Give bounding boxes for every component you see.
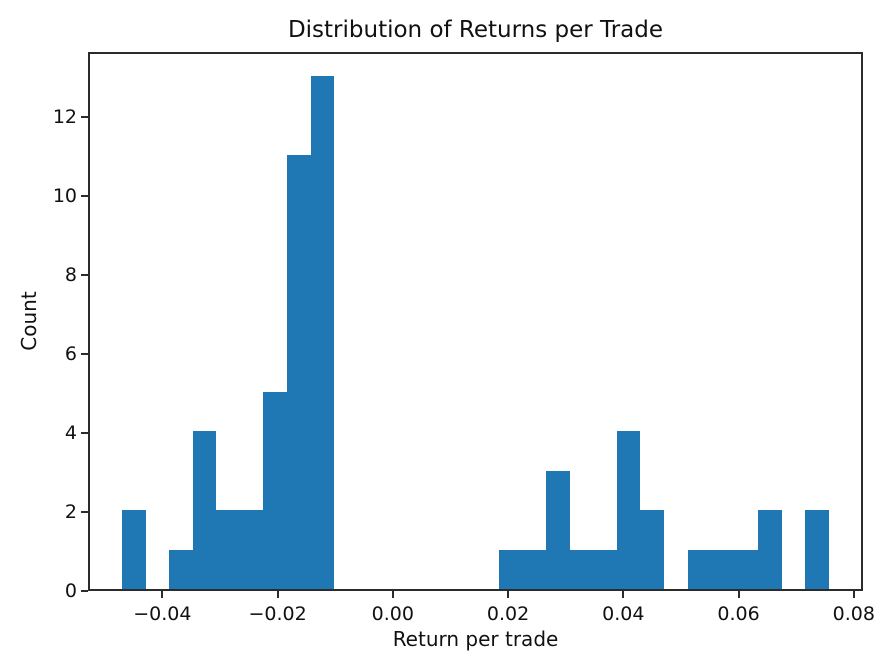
x-tick-label: 0.06 <box>717 603 760 625</box>
histogram-bar <box>522 549 547 589</box>
y-tick-label: 4 <box>64 422 77 445</box>
histogram-bar <box>758 510 782 589</box>
y-tick-mark <box>81 353 88 356</box>
histogram-bar <box>616 431 641 589</box>
y-tick-label: 6 <box>64 343 77 366</box>
y-tick-label: 0 <box>64 580 77 602</box>
histogram-bar <box>216 510 240 589</box>
y-tick-label: 10 <box>52 185 77 208</box>
x-tick-label: −0.04 <box>133 603 192 625</box>
x-tick-label: 0.00 <box>371 603 414 625</box>
x-tick-label: 0.02 <box>486 603 530 625</box>
x-tick-label: 0.08 <box>832 603 875 625</box>
histogram-bar <box>640 510 665 589</box>
x-tick-label: −0.02 <box>248 603 307 625</box>
x-tick-mark <box>161 591 164 598</box>
x-tick-mark <box>737 591 740 598</box>
y-tick-mark <box>81 432 88 435</box>
histogram-bar <box>263 391 287 589</box>
y-tick-label: 8 <box>64 264 77 287</box>
x-tick-mark <box>391 591 394 598</box>
y-tick-label: 12 <box>52 106 77 129</box>
y-axis-label: Count <box>17 291 41 351</box>
y-tick-mark <box>81 116 88 119</box>
histogram-bar <box>286 154 311 589</box>
histogram-bar <box>239 510 264 589</box>
histogram-bar <box>593 549 617 589</box>
histogram-bar <box>805 510 829 589</box>
y-tick-mark <box>81 195 88 198</box>
plot-area <box>88 52 863 591</box>
x-tick-label: 0.04 <box>602 603 645 625</box>
y-tick-mark <box>81 511 88 514</box>
chart-title: Distribution of Returns per Trade <box>287 17 664 43</box>
y-tick-label: 2 <box>64 501 77 524</box>
x-axis-label: Return per trade <box>392 627 559 651</box>
histogram-bar <box>192 431 217 589</box>
y-tick-mark <box>81 274 88 277</box>
histogram-bar <box>121 510 146 589</box>
x-tick-mark <box>276 591 279 598</box>
x-tick-mark <box>507 591 510 598</box>
histogram-bar <box>499 549 523 589</box>
y-tick-mark <box>81 590 88 592</box>
histogram-bar <box>310 75 335 589</box>
histogram-bar <box>546 470 570 589</box>
histogram-bar <box>734 549 759 589</box>
histogram-bar <box>687 549 712 589</box>
x-tick-mark <box>622 591 625 598</box>
histogram-bar <box>711 549 735 589</box>
x-tick-mark <box>852 591 855 598</box>
histogram-bar <box>169 549 193 589</box>
histogram-bar <box>569 549 594 589</box>
